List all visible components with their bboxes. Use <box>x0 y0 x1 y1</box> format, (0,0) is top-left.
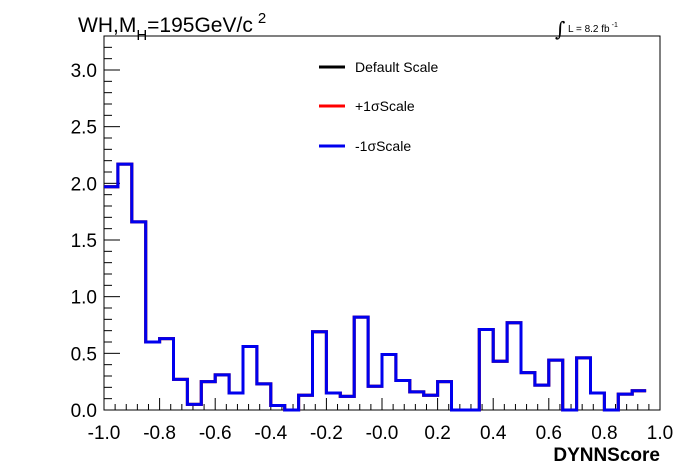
x-tick-label: -0.4 <box>254 423 287 444</box>
y-tick-label: 0.5 <box>71 344 97 365</box>
x-tick-label: -0.8 <box>143 423 176 444</box>
series-line-3 <box>104 162 647 412</box>
y-tick-label: 1.0 <box>71 288 97 309</box>
y-tick-label: 2.5 <box>71 118 97 139</box>
x-axis-ticks <box>103 398 661 410</box>
y-axis-tick-labels: 0.0 0.5 1.0 1.5 2.0 2.5 3.0 <box>71 61 97 422</box>
title-main: WH,M <box>78 14 136 37</box>
legend: Default Scale +1σScale -1σScale <box>319 59 438 154</box>
title-rest: =195GeV/c <box>147 14 253 37</box>
legend-label: -1σScale <box>355 138 411 154</box>
lumi-annotation: ∫ L = 8.2 fb -1 <box>555 17 618 41</box>
y-tick-label: 1.5 <box>71 231 97 252</box>
x-axis-label: DYNNScore <box>553 445 660 466</box>
x-tick-label: 0.2 <box>424 423 450 444</box>
x-tick-label: -1.0 <box>88 423 121 444</box>
x-tick-label: 0.8 <box>591 423 617 444</box>
lumi-text: L = 8.2 fb -1 <box>568 22 618 35</box>
y-tick-label: 2.0 <box>71 174 97 195</box>
lumi-prefix: L = 8.2 fb <box>568 24 610 35</box>
x-axis-tick-labels: -1.0 -0.8 -0.6 -0.4 -0.2 -0.0 0.2 0.4 0.6 0.8 1.0 <box>88 423 674 444</box>
y-axis-ticks <box>104 46 120 411</box>
legend-label: Default Scale <box>355 59 438 75</box>
legend-label: +1σScale <box>355 98 415 114</box>
chart-title: WH,MH=195GeV/c 2 <box>78 10 266 44</box>
x-tick-label: -0.0 <box>366 423 399 444</box>
series-group <box>104 162 647 412</box>
y-tick-label: 3.0 <box>71 61 97 82</box>
y-tick-label: 0.0 <box>71 401 97 422</box>
title-sup: 2 <box>258 10 266 27</box>
x-tick-label: -0.2 <box>310 423 343 444</box>
x-tick-label: 1.0 <box>647 423 673 444</box>
lumi-sup: -1 <box>612 22 618 29</box>
integral-sign: ∫ <box>555 17 565 41</box>
x-tick-label: 0.4 <box>480 423 507 444</box>
x-tick-label: -0.6 <box>199 423 232 444</box>
x-tick-label: 0.6 <box>536 423 562 444</box>
